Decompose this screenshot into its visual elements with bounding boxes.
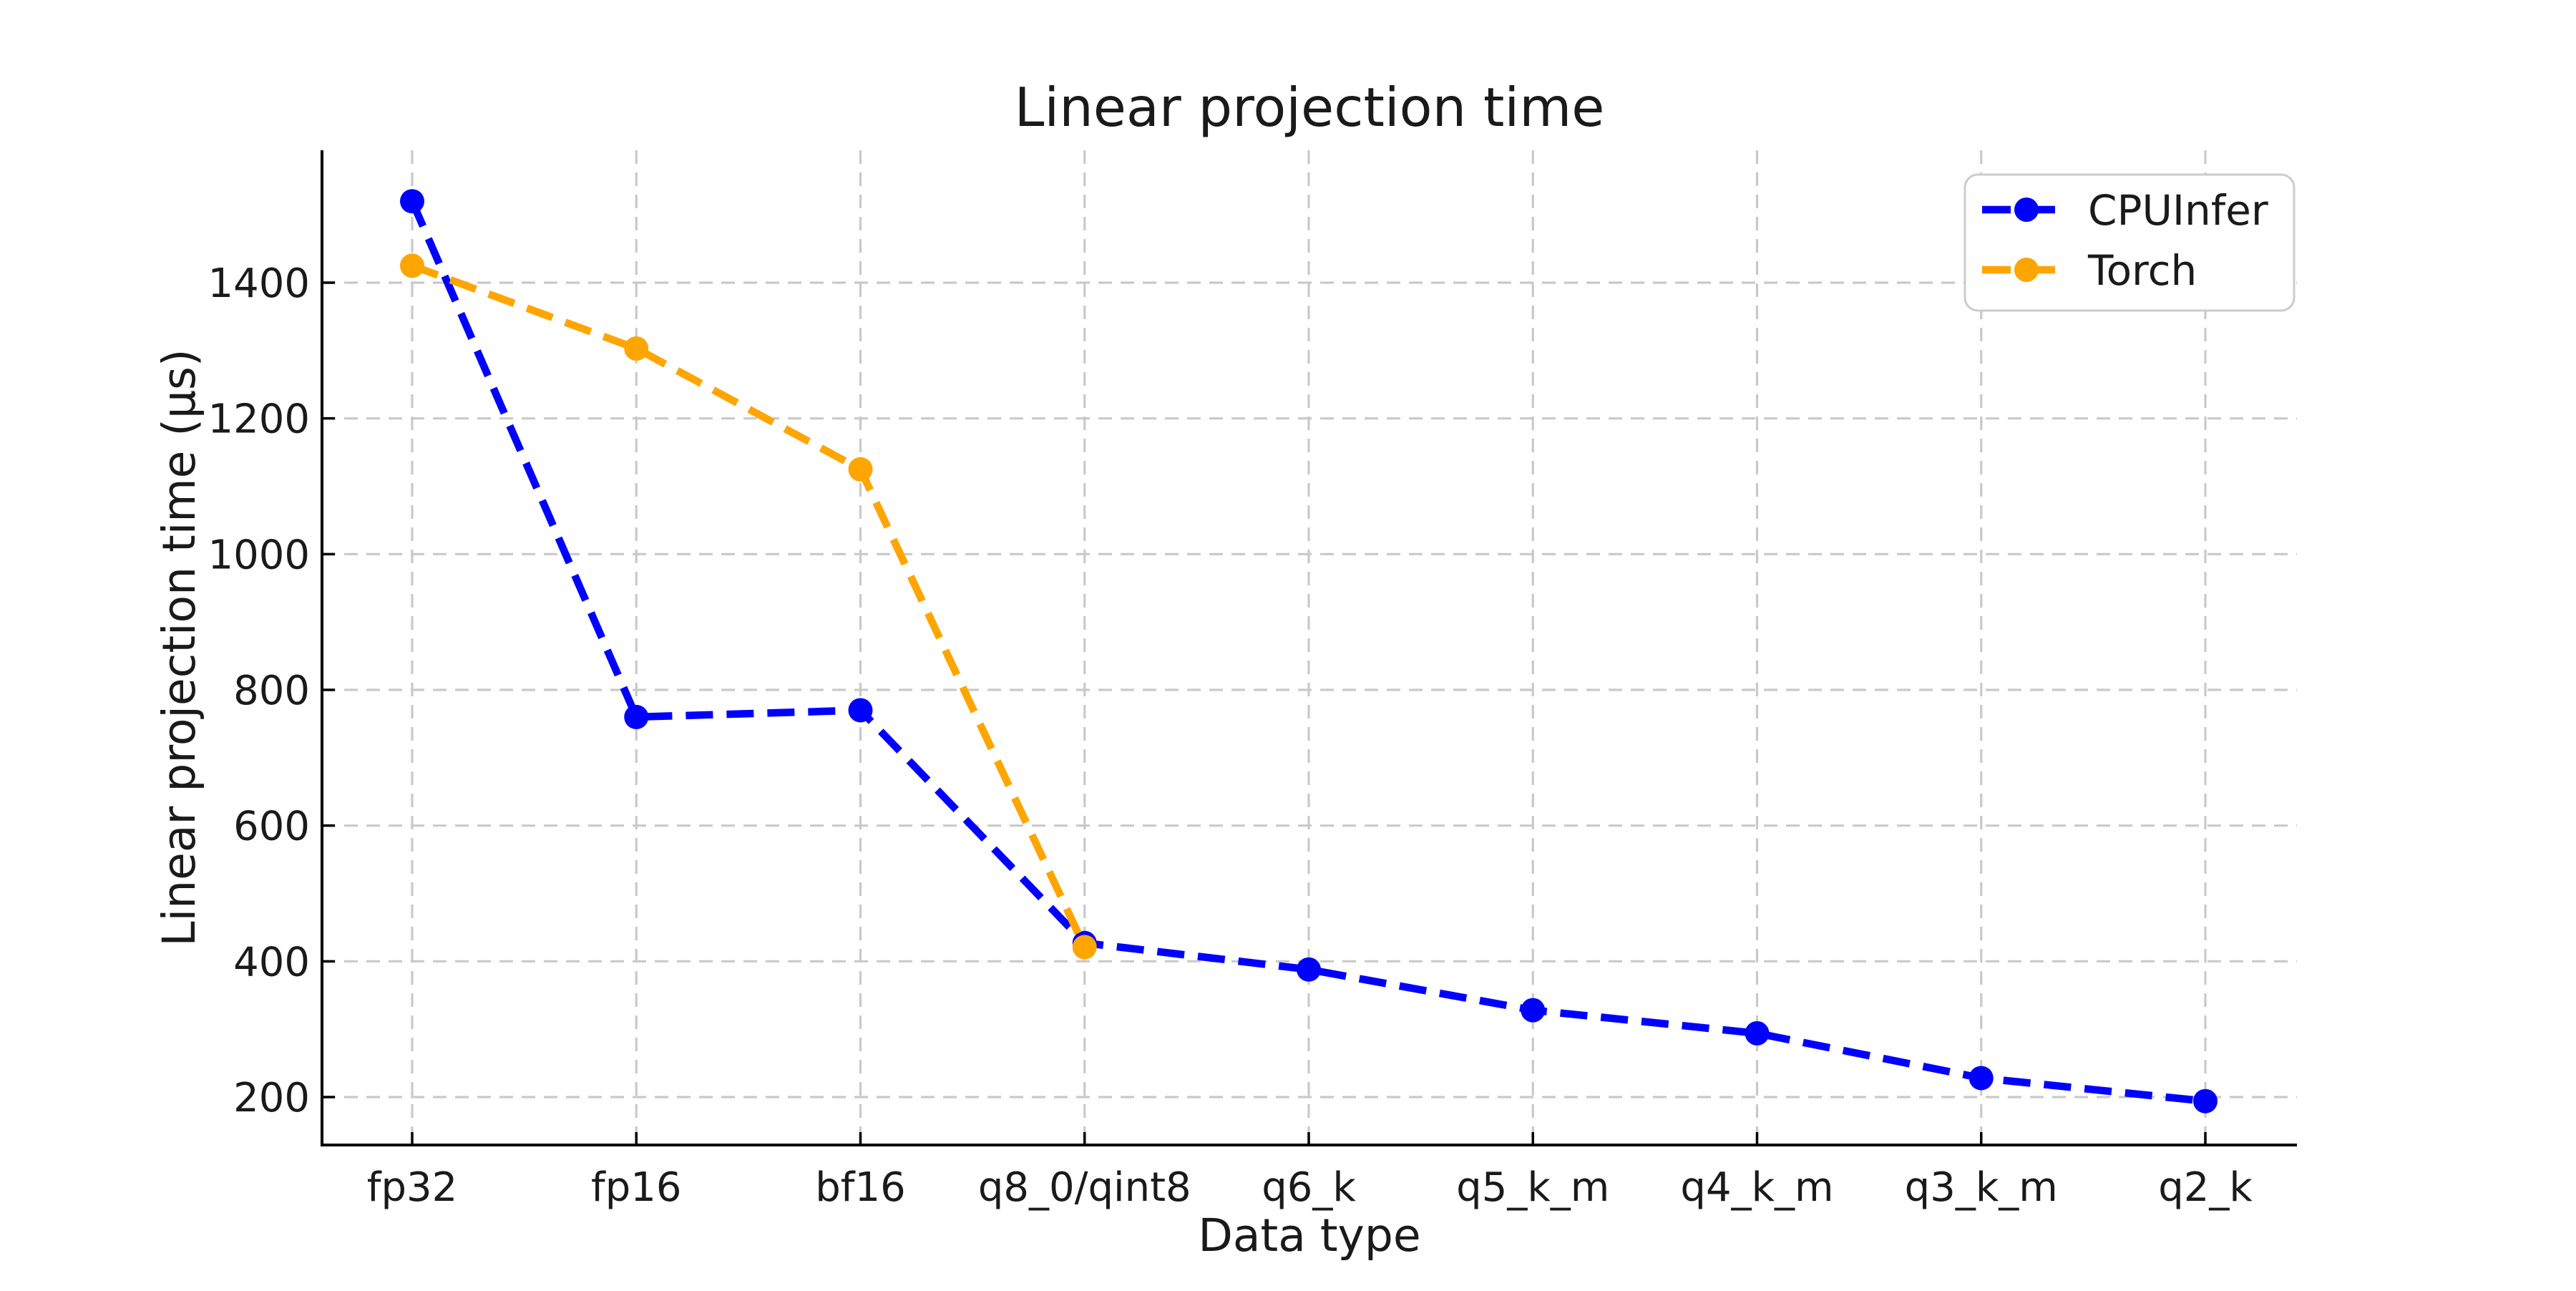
data-point-torch (848, 457, 873, 482)
data-point-cpuinfer (400, 189, 424, 214)
series-layer (400, 189, 2218, 1114)
legend-sample-marker-torch (2014, 258, 2039, 282)
x-tick-label: q5_k_m (1456, 1164, 1609, 1211)
data-point-cpuinfer (1968, 1066, 1994, 1091)
x-axis-label: Data type (1198, 1209, 1420, 1262)
y-tick-label: 600 (233, 804, 310, 850)
data-point-cpuinfer (1297, 957, 1321, 982)
legend-item-label-torch: Torch (2087, 246, 2197, 295)
x-tick-label: bf16 (815, 1164, 906, 1211)
x-tick-label: q2_k (2158, 1164, 2253, 1211)
legend-sample-marker-cpuinfer (2014, 198, 2039, 222)
data-point-cpuinfer (848, 698, 873, 723)
legend-item-label-cpuinfer: CPUInfer (2088, 186, 2268, 235)
y-tick-label: 1200 (208, 396, 310, 443)
y-tick-label: 400 (233, 939, 310, 985)
y-tick-label: 1000 (208, 532, 310, 578)
data-point-cpuinfer (624, 704, 649, 729)
x-tick-label: q4_k_m (1680, 1164, 1833, 1211)
y-tick-label: 200 (233, 1075, 310, 1121)
data-point-torch (400, 253, 424, 278)
series-line-torch (411, 262, 1088, 949)
data-point-torch (624, 336, 649, 361)
y-tick-label: 800 (233, 668, 310, 714)
data-point-cpuinfer (2193, 1088, 2218, 1114)
x-tick-label: fp16 (591, 1164, 682, 1211)
x-tick-label: q3_k_m (1905, 1164, 2058, 1211)
x-tick-label: q8_0/qint8 (978, 1164, 1191, 1211)
y-axis-label: Linear projection time (μs) (153, 349, 205, 947)
data-point-cpuinfer (1745, 1020, 1770, 1046)
data-point-cpuinfer (1521, 998, 1546, 1023)
series-line-cpuinfer (409, 200, 2206, 1105)
axes-layer: 200 400 600 800 1000 1200 1400 fp32 fp16 bf16 q8_0… (208, 150, 2297, 1211)
x-tick-label: fp32 (367, 1164, 458, 1211)
x-tick-label: q6_k (1262, 1164, 1356, 1211)
data-point-torch (1072, 935, 1097, 960)
y-tick-label: 1400 (208, 260, 310, 307)
legend-layer: CPUInfer Torch (1963, 173, 2296, 312)
chart-title: Linear projection time (1015, 76, 1605, 139)
